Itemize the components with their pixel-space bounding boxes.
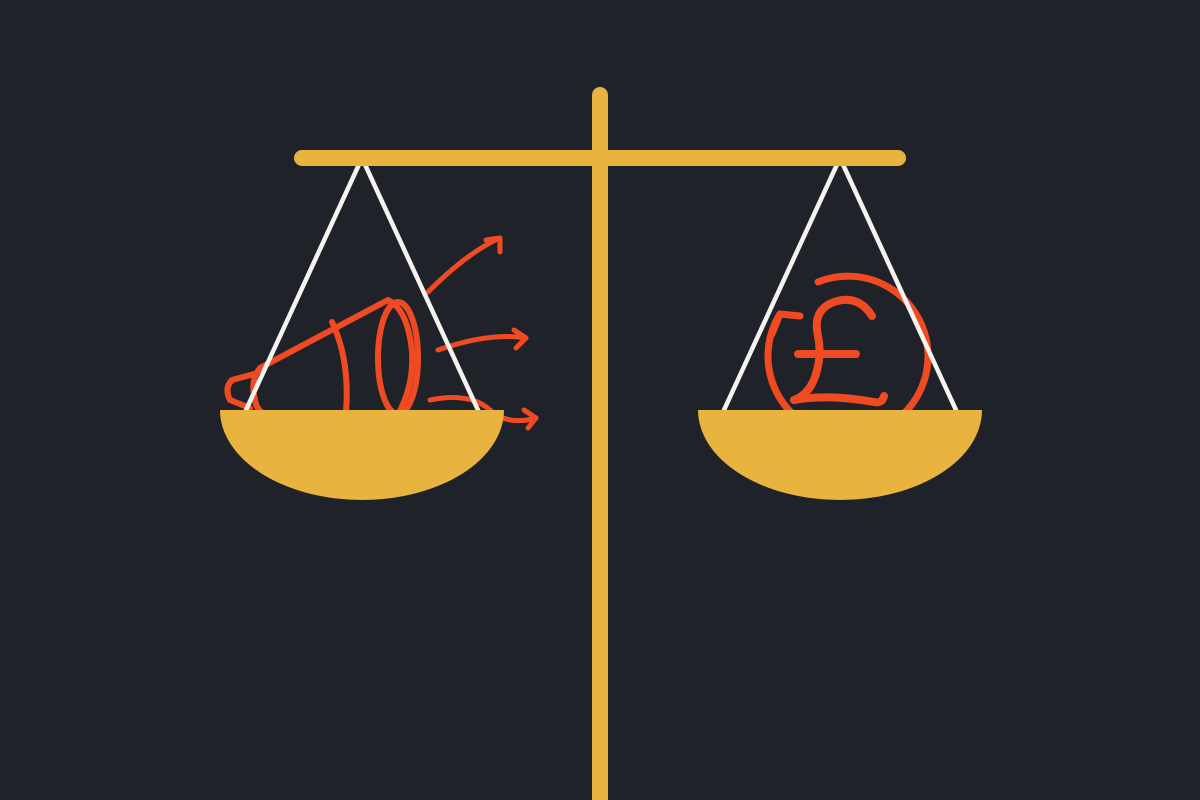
balance-scale-infographic [0,0,1200,800]
